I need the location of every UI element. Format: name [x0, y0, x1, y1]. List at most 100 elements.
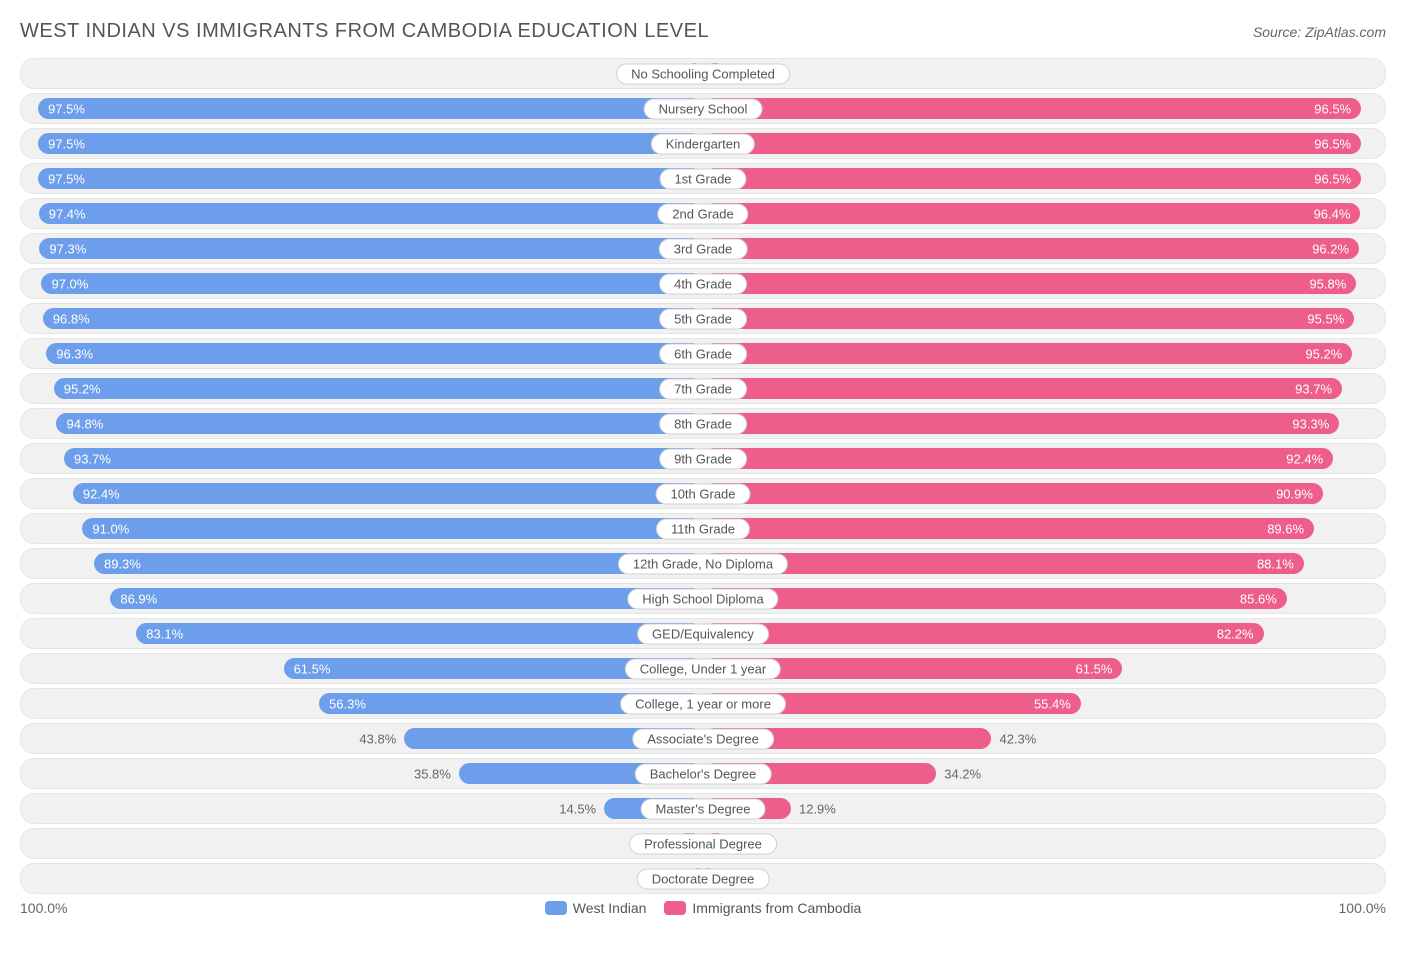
bar-right: 93.3%: [703, 413, 1339, 434]
category-label: 4th Grade: [659, 273, 747, 294]
value-left: 14.5%: [559, 801, 596, 816]
bar-right: 95.5%: [703, 308, 1354, 329]
value-left: 61.5%: [294, 661, 331, 676]
value-left: 97.4%: [49, 206, 86, 221]
bar-right: 93.7%: [703, 378, 1342, 399]
category-label: 1st Grade: [659, 168, 746, 189]
legend-item-left: West Indian: [545, 900, 647, 916]
value-right: 96.5%: [1314, 101, 1351, 116]
category-label: Professional Degree: [629, 833, 777, 854]
value-right: 96.5%: [1314, 171, 1351, 186]
category-label: GED/Equivalency: [637, 623, 769, 644]
category-label: 10th Grade: [655, 483, 750, 504]
value-left: 91.0%: [92, 521, 129, 536]
category-label: Master's Degree: [641, 798, 766, 819]
value-right: 93.7%: [1295, 381, 1332, 396]
chart-row: 96.8%95.5%5th Grade: [20, 303, 1386, 334]
value-left: 96.3%: [56, 346, 93, 361]
chart-row: 56.3% 55.4% College, 1 year or more: [20, 688, 1386, 719]
chart-row: 97.5% 96.5% 1st Grade: [20, 163, 1386, 194]
bar-left: 86.9%: [110, 588, 703, 609]
category-label: Associate's Degree: [632, 728, 774, 749]
legend: West Indian Immigrants from Cambodia: [545, 900, 862, 916]
legend-item-right: Immigrants from Cambodia: [664, 900, 861, 916]
category-label: 7th Grade: [659, 378, 747, 399]
bar-left: 89.3%: [94, 553, 703, 574]
bar-right: 90.9%: [703, 483, 1323, 504]
chart-row: 2.5%3.5%No Schooling Completed: [20, 58, 1386, 89]
chart-title: WEST INDIAN VS IMMIGRANTS FROM CAMBODIA …: [20, 20, 709, 43]
value-right: 93.3%: [1292, 416, 1329, 431]
value-right: 96.5%: [1314, 136, 1351, 151]
category-label: College, 1 year or more: [620, 693, 786, 714]
value-right: 89.6%: [1267, 521, 1304, 536]
category-label: Kindergarten: [651, 133, 755, 154]
category-label: College, Under 1 year: [625, 658, 781, 679]
bar-right: 96.5%: [703, 133, 1361, 154]
bar-left: 93.7%: [64, 448, 703, 469]
category-label: 8th Grade: [659, 413, 747, 434]
bar-right: 92.4%: [703, 448, 1333, 469]
category-label: No Schooling Completed: [616, 63, 790, 84]
value-right: 12.9%: [799, 801, 836, 816]
value-right: 95.5%: [1307, 311, 1344, 326]
category-label: Doctorate Degree: [637, 868, 770, 889]
chart-row: 1.6%1.5%Doctorate Degree: [20, 863, 1386, 894]
category-label: 5th Grade: [659, 308, 747, 329]
category-label: 9th Grade: [659, 448, 747, 469]
category-label: 6th Grade: [659, 343, 747, 364]
value-right: 95.2%: [1305, 346, 1342, 361]
bar-right: 96.2%: [703, 238, 1359, 259]
chart-row: 43.8%42.3%Associate's Degree: [20, 723, 1386, 754]
bar-left: 97.3%: [39, 238, 703, 259]
legend-label-right: Immigrants from Cambodia: [692, 900, 861, 916]
value-right: 90.9%: [1276, 486, 1313, 501]
chart-row: 14.5% 12.9% Master's Degree: [20, 793, 1386, 824]
source-label: Source: ZipAtlas.com: [1253, 24, 1386, 40]
value-left: 92.4%: [83, 486, 120, 501]
bar-left: 97.5%: [38, 168, 703, 189]
bar-left: 92.4%: [73, 483, 703, 504]
value-left: 86.9%: [120, 591, 157, 606]
value-left: 56.3%: [329, 696, 366, 711]
chart-row: 35.8%34.2%Bachelor's Degree: [20, 758, 1386, 789]
value-right: 92.4%: [1286, 451, 1323, 466]
bar-right: 96.5%: [703, 168, 1361, 189]
bar-left: 83.1%: [136, 623, 703, 644]
value-right: 61.5%: [1076, 661, 1113, 676]
bar-right: 82.2%: [703, 623, 1264, 644]
chart-row: 61.5% 61.5% College, Under 1 year: [20, 653, 1386, 684]
category-label: 3rd Grade: [659, 238, 748, 259]
chart-row: 97.4%96.4%2nd Grade: [20, 198, 1386, 229]
value-right: 55.4%: [1034, 696, 1071, 711]
legend-label-left: West Indian: [573, 900, 647, 916]
chart-row: 86.9%85.6%High School Diploma: [20, 583, 1386, 614]
legend-swatch-right: [664, 901, 686, 915]
value-left: 93.7%: [74, 451, 111, 466]
value-right: 34.2%: [944, 766, 981, 781]
value-right: 88.1%: [1257, 556, 1294, 571]
value-left: 97.5%: [48, 101, 85, 116]
chart-row: 94.8%93.3%8th Grade: [20, 408, 1386, 439]
value-left: 83.1%: [146, 626, 183, 641]
bar-left: 97.4%: [39, 203, 703, 224]
category-label: 2nd Grade: [657, 203, 748, 224]
chart-row: 97.0%95.8%4th Grade: [20, 268, 1386, 299]
value-right: 82.2%: [1217, 626, 1254, 641]
diverging-bar-chart: 2.5%3.5%No Schooling Completed 97.5% 96.5%…: [20, 58, 1386, 894]
category-label: 12th Grade, No Diploma: [618, 553, 788, 574]
chart-row: 89.3% 88.1% 12th Grade, No Diploma: [20, 548, 1386, 579]
bar-left: 95.2%: [54, 378, 703, 399]
value-right: 42.3%: [999, 731, 1036, 746]
chart-row: 91.0%89.6%11th Grade: [20, 513, 1386, 544]
footer: 100.0% West Indian Immigrants from Cambo…: [20, 900, 1386, 916]
value-left: 97.0%: [51, 276, 88, 291]
value-right: 96.2%: [1312, 241, 1349, 256]
bar-right: 95.2%: [703, 343, 1352, 364]
value-left: 95.2%: [64, 381, 101, 396]
chart-row: 93.7% 92.4% 9th Grade: [20, 443, 1386, 474]
bar-left: 97.0%: [41, 273, 703, 294]
chart-row: 96.3% 95.2% 6th Grade: [20, 338, 1386, 369]
category-label: High School Diploma: [627, 588, 778, 609]
bar-right: 88.1%: [703, 553, 1304, 574]
